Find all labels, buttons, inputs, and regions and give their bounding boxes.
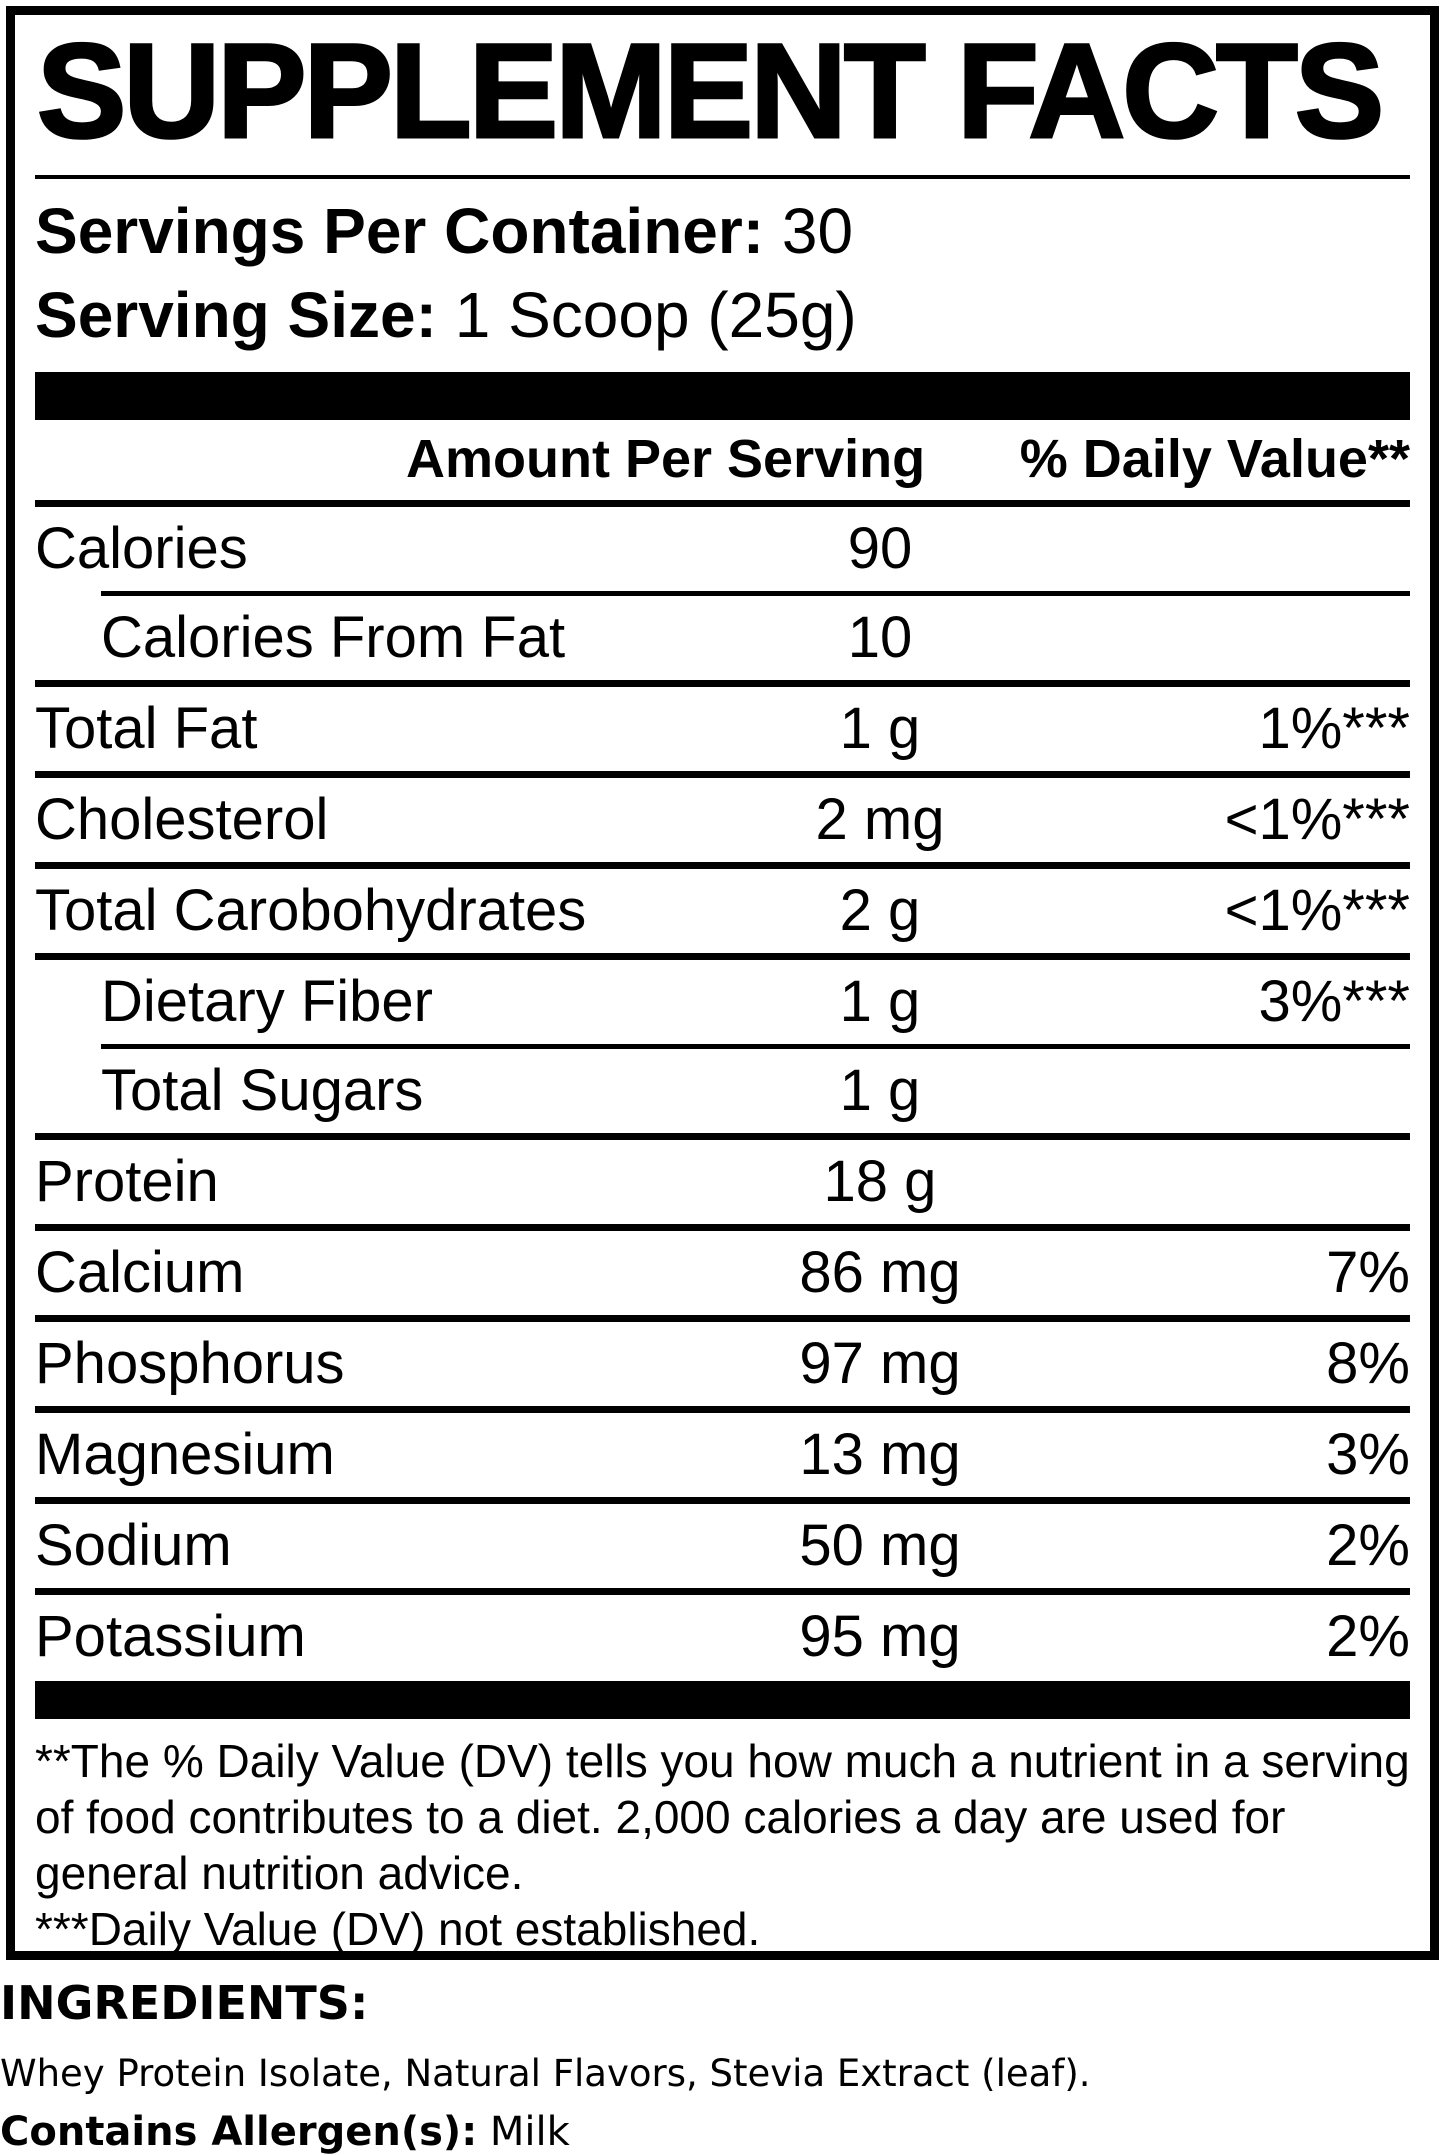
nutrient-table: Calories 90 Calories From Fat 10 Total F… [35, 507, 1410, 1679]
table-row: Calories From Fat 10 [35, 596, 1410, 680]
row-divider [35, 679, 1410, 687]
nutrient-daily-value: 2% [1326, 1604, 1410, 1670]
table-row: Protein 18 g [35, 1140, 1410, 1224]
table-row: Magnesium 13 mg 3% [35, 1413, 1410, 1497]
footnotes: **The % Daily Value (DV) tells you how m… [35, 1733, 1410, 1957]
nutrient-name: Potassium [35, 1604, 306, 1670]
panel-title: SUPPLEMENT FACTS [36, 17, 1386, 166]
nutrient-name: Total Carobohydrates [35, 878, 587, 944]
row-divider [35, 770, 1410, 778]
nutrient-amount: 13 mg [799, 1422, 961, 1488]
row-divider [35, 1496, 1410, 1504]
row-divider [35, 861, 1410, 869]
supplement-facts-panel: SUPPLEMENT FACTS Servings Per Container:… [6, 6, 1439, 1960]
table-row: Total Fat 1 g 1%*** [35, 687, 1410, 771]
row-divider [35, 1314, 1410, 1322]
row-divider [35, 1132, 1410, 1140]
nutrient-name: Sodium [35, 1513, 232, 1579]
servings-per-container-line: Servings Per Container: 30 [35, 189, 1410, 273]
row-divider [35, 1405, 1410, 1413]
nutrient-amount: 2 g [839, 878, 921, 944]
nutrient-amount: 2 mg [815, 787, 945, 853]
table-row: Potassium 95 mg 2% [35, 1595, 1410, 1679]
ingredients-heading: INGREDIENTS: [0, 1976, 369, 2030]
nutrient-amount: 1 g [839, 1058, 921, 1124]
separator-bar-top [35, 371, 1410, 420]
nutrient-amount: 86 mg [799, 1240, 961, 1306]
table-row: Calcium 86 mg 7% [35, 1231, 1410, 1315]
amount-per-serving-header: Amount Per Serving [406, 428, 926, 489]
row-divider [35, 1223, 1410, 1231]
nutrient-amount: 90 [847, 516, 913, 582]
allergen-value: Milk [489, 2109, 570, 2155]
nutrient-amount: 1 g [839, 969, 921, 1035]
nutrient-daily-value: 3%*** [1258, 969, 1410, 1035]
nutrient-amount: 1 g [839, 696, 921, 762]
nutrient-name: Protein [35, 1149, 219, 1215]
row-divider [101, 590, 1410, 596]
nutrient-name: Cholesterol [35, 787, 329, 853]
row-divider [35, 952, 1410, 960]
nutrient-daily-value: 8% [1326, 1331, 1410, 1397]
nutrient-daily-value: 7% [1326, 1240, 1410, 1306]
nutrient-daily-value: 3% [1326, 1422, 1410, 1488]
nutrient-daily-value: 1%*** [1258, 696, 1410, 762]
nutrient-daily-value: <1%*** [1224, 878, 1410, 944]
ingredients-list: Whey Protein Isolate, Natural Flavors, S… [0, 2052, 1091, 2095]
allergen-label: Contains Allergen(s): [0, 2109, 478, 2155]
table-row: Sodium 50 mg 2% [35, 1504, 1410, 1588]
table-row: Total Sugars 1 g [35, 1049, 1410, 1133]
nutrient-name: Dietary Fiber [101, 969, 433, 1035]
table-header: Amount Per Serving % Daily Value** [35, 428, 1410, 507]
nutrient-name: Calcium [35, 1240, 245, 1306]
row-divider [101, 1043, 1410, 1049]
nutrient-amount: 10 [847, 605, 913, 671]
serving-info: Servings Per Container: 30 Serving Size:… [35, 189, 1410, 358]
table-row: Calories 90 [35, 507, 1410, 591]
separator-bar-bottom [35, 1680, 1410, 1719]
servings-per-container-value: 30 [781, 194, 854, 267]
nutrient-daily-value: 2% [1326, 1513, 1410, 1579]
table-row: Total Carobohydrates 2 g <1%*** [35, 869, 1410, 953]
nutrient-name: Calories [35, 516, 248, 582]
servings-per-container-label: Servings Per Container: [35, 194, 765, 267]
table-row: Dietary Fiber 1 g 3%*** [35, 960, 1410, 1044]
allergen-line: Contains Allergen(s): Milk [0, 2110, 1445, 2154]
title-divider [35, 174, 1410, 179]
daily-value-header: % Daily Value** [1019, 428, 1410, 489]
dv-not-established-note: ***Daily Value (DV) not established. [35, 1902, 761, 1955]
nutrient-amount: 97 mg [799, 1331, 961, 1397]
daily-value-note: **The % Daily Value (DV) tells you how m… [35, 1734, 1410, 1899]
table-row: Cholesterol 2 mg <1%*** [35, 778, 1410, 862]
serving-size-label: Serving Size: [35, 279, 437, 352]
nutrient-name: Calories From Fat [101, 605, 566, 671]
serving-size-value: 1 Scoop (25g) [454, 279, 857, 352]
nutrient-amount: 50 mg [799, 1513, 961, 1579]
nutrient-name: Total Fat [35, 696, 258, 762]
nutrient-name: Phosphorus [35, 1331, 345, 1397]
nutrient-daily-value: <1%*** [1224, 787, 1410, 853]
ingredients-section: INGREDIENTS: Whey Protein Isolate, Natur… [0, 1980, 1445, 2154]
nutrient-name: Total Sugars [101, 1058, 424, 1124]
table-row: Phosphorus 97 mg 8% [35, 1322, 1410, 1406]
serving-size-line: Serving Size: 1 Scoop (25g) [35, 273, 1410, 357]
nutrient-name: Magnesium [35, 1422, 335, 1488]
nutrient-amount: 18 g [823, 1149, 937, 1215]
row-divider [35, 1587, 1410, 1595]
nutrient-amount: 95 mg [799, 1604, 961, 1670]
